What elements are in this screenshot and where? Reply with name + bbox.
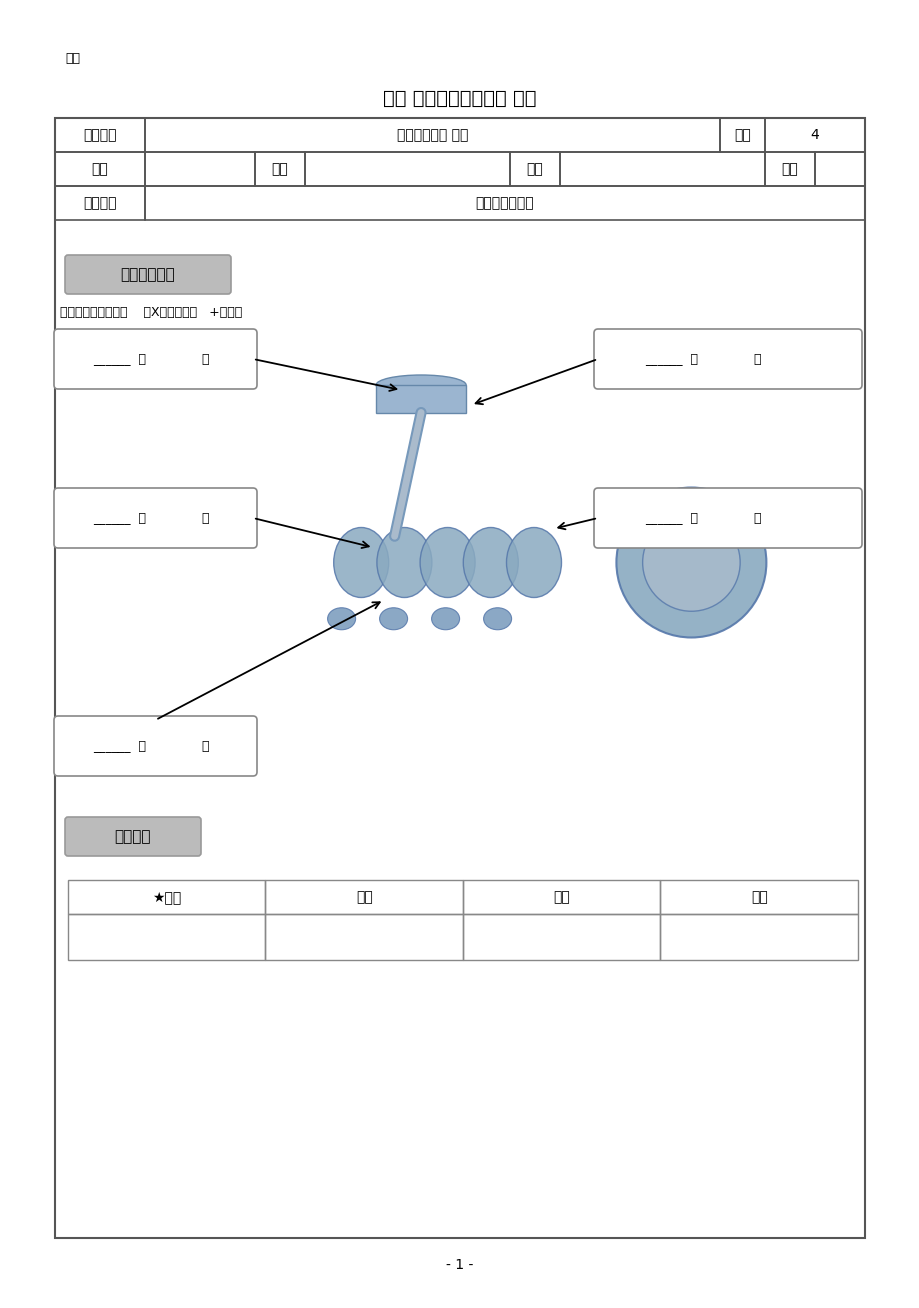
Text: 班级: 班级 xyxy=(526,162,543,177)
Bar xyxy=(145,186,864,220)
Bar xyxy=(68,880,266,914)
Text: 工作任务: 工作任务 xyxy=(83,128,117,143)
FancyBboxPatch shape xyxy=(65,818,200,855)
Bar xyxy=(765,152,814,186)
Bar xyxy=(660,914,857,960)
Text: 任务实操预习: 任务实操预习 xyxy=(120,267,176,283)
Text: 学号: 学号 xyxy=(271,162,288,177)
Text: 组员: 组员 xyxy=(750,889,766,904)
FancyBboxPatch shape xyxy=(594,330,861,388)
Ellipse shape xyxy=(420,527,474,598)
Bar xyxy=(765,118,864,152)
Text: 学时: 学时 xyxy=(733,128,750,143)
Bar xyxy=(266,914,462,960)
Bar xyxy=(55,186,145,220)
Text: 组员: 组员 xyxy=(552,889,570,904)
Text: ______  （              ）: ______ （ ） xyxy=(93,511,210,525)
Bar xyxy=(462,880,660,914)
Ellipse shape xyxy=(463,527,517,598)
Ellipse shape xyxy=(642,514,740,611)
Bar xyxy=(560,152,765,186)
Text: - 1 -: - 1 - xyxy=(446,1258,473,1271)
Text: 合理分组: 合理分组 xyxy=(115,829,151,844)
Text: 组员: 组员 xyxy=(356,889,372,904)
Bar xyxy=(660,880,857,914)
Bar xyxy=(720,118,765,152)
Bar xyxy=(255,152,305,186)
Bar xyxy=(462,914,660,960)
Text: 任务地点: 任务地点 xyxy=(83,196,117,211)
Text: 任务 工单活塞连杆组的 拆装: 任务 工单活塞连杆组的 拆装 xyxy=(383,89,536,107)
Text: ______  （              ）: ______ （ ） xyxy=(93,352,210,365)
Bar xyxy=(55,118,145,152)
Bar xyxy=(305,152,509,186)
Text: 4: 4 xyxy=(810,128,819,143)
Text: 日期: 日期 xyxy=(781,162,798,177)
Text: 建筑: 建筑 xyxy=(65,51,80,64)
Bar xyxy=(814,152,864,186)
Bar xyxy=(376,385,466,412)
Text: 活塞连杆组零件认识    （X格式：名称   +作用）: 活塞连杆组零件认识 （X格式：名称 +作用） xyxy=(60,306,242,319)
Ellipse shape xyxy=(506,527,561,598)
Text: 姓名: 姓名 xyxy=(92,162,108,177)
Ellipse shape xyxy=(483,608,511,629)
Text: ★组长: ★组长 xyxy=(152,889,181,904)
Text: ______  （              ）: ______ （ ） xyxy=(644,511,761,525)
FancyBboxPatch shape xyxy=(54,715,256,776)
Text: 活塞连杆组的 拆装: 活塞连杆组的 拆装 xyxy=(396,128,468,143)
Bar xyxy=(509,152,560,186)
Text: ______  （              ）: ______ （ ） xyxy=(644,352,761,365)
Text: 发动机拆装教室: 发动机拆装教室 xyxy=(475,196,534,211)
Bar xyxy=(68,914,266,960)
Bar xyxy=(145,118,720,152)
Bar xyxy=(55,152,145,186)
Bar xyxy=(266,880,462,914)
Ellipse shape xyxy=(327,608,356,629)
Ellipse shape xyxy=(431,608,460,629)
Ellipse shape xyxy=(334,527,389,598)
Text: ______  （              ）: ______ （ ） xyxy=(93,739,210,752)
Ellipse shape xyxy=(377,527,431,598)
Bar xyxy=(145,152,255,186)
FancyBboxPatch shape xyxy=(65,255,231,294)
FancyBboxPatch shape xyxy=(594,488,861,548)
Ellipse shape xyxy=(376,375,466,395)
FancyBboxPatch shape xyxy=(54,488,256,548)
Ellipse shape xyxy=(616,488,766,637)
FancyBboxPatch shape xyxy=(54,330,256,388)
Bar xyxy=(55,118,864,1237)
Ellipse shape xyxy=(380,608,407,629)
